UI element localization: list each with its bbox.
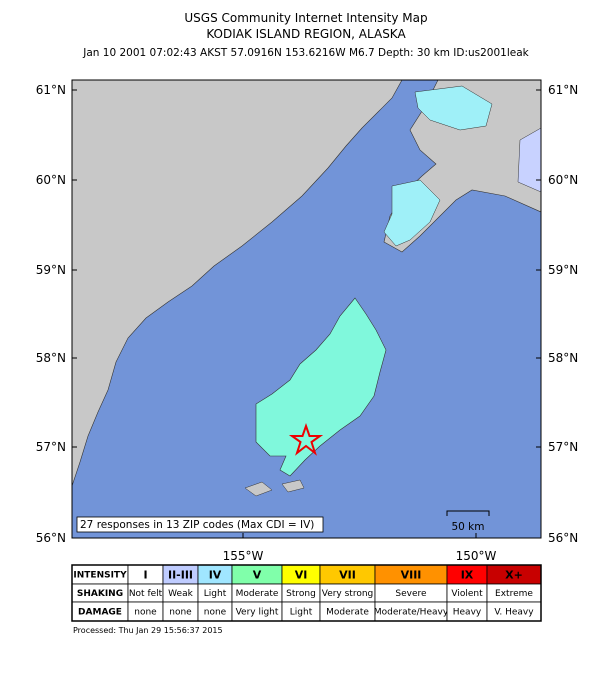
- mainland: [72, 80, 403, 487]
- lat-label: 58°N: [548, 351, 578, 365]
- lat-label: 61°N: [548, 83, 578, 97]
- note-box: [76, 516, 324, 533]
- islands: [244, 479, 305, 497]
- intensity-label: X+: [505, 569, 523, 582]
- legend-text: V. Heavy: [494, 608, 534, 618]
- lon-label: 150°W: [456, 549, 497, 563]
- intensity-label: I: [143, 569, 147, 582]
- legend-text: none: [204, 608, 227, 618]
- intensity-label: V: [253, 569, 262, 582]
- region: KODIAK ISLAND REGION, ALASKA: [206, 27, 406, 41]
- lat-label: 59°N: [36, 263, 66, 277]
- scale-label: 50 km: [451, 521, 484, 533]
- legend-row-label: DAMAGE: [78, 608, 122, 618]
- map-frame: [71, 79, 542, 539]
- lat-label: 59°N: [548, 263, 578, 277]
- legend-row-label: SHAKING: [77, 589, 123, 599]
- legend-text: Weak: [168, 589, 193, 599]
- intensity-label: II-III: [168, 569, 193, 582]
- lat-label: 56°N: [36, 531, 66, 545]
- intensity-label: VI: [295, 569, 308, 582]
- legend-text: Not felt: [129, 589, 163, 599]
- legend-text: Very strong: [322, 589, 374, 599]
- kodiak-island: [255, 297, 387, 477]
- legend-text: Very light: [236, 608, 279, 618]
- legend-text: Strong: [286, 589, 316, 599]
- epicenter: [288, 422, 324, 456]
- legend-text: Severe: [395, 589, 427, 599]
- lat-label: 61°N: [36, 83, 66, 97]
- lat-label: 60°N: [548, 173, 578, 187]
- lat-label: 57°N: [36, 440, 66, 454]
- legend-row-label: INTENSITY: [73, 571, 127, 581]
- lon-label: 155°W: [223, 549, 264, 563]
- legend-frame: [71, 564, 542, 622]
- legend-text: Moderate: [326, 608, 369, 618]
- responses-note: 27 responses in 13 ZIP codes (Max CDI = …: [80, 519, 314, 531]
- legend-text: Moderate/Heavy: [374, 608, 449, 618]
- cdi-area: [414, 85, 493, 131]
- legend-text: none: [134, 608, 157, 618]
- legend-text: Moderate: [236, 589, 279, 599]
- legend-text: none: [169, 608, 192, 618]
- lat-label: 60°N: [36, 173, 66, 187]
- lat-label: 58°N: [36, 351, 66, 365]
- details: Jan 10 2001 07:02:43 AKST 57.0916N 153.6…: [82, 47, 529, 59]
- cdi-area: [383, 179, 441, 247]
- intensity-label: IX: [461, 569, 474, 582]
- legend-text: Violent: [451, 589, 483, 599]
- legend-text: Extreme: [495, 589, 533, 599]
- intensity-label: VII: [339, 569, 356, 582]
- legend-text: Light: [290, 608, 313, 618]
- map: 27 responses in 13 ZIP codes (Max CDI = …: [72, 80, 541, 538]
- title: USGS Community Internet Intensity Map: [184, 11, 427, 25]
- footer: Processed: Thu Jan 29 15:56:37 2015: [73, 626, 223, 635]
- legend-text: Heavy: [453, 608, 482, 618]
- intensity-label: VIII: [401, 569, 422, 582]
- lat-label: 56°N: [548, 531, 578, 545]
- legend-text: Light: [204, 589, 227, 599]
- scale-bar: [446, 510, 490, 516]
- intensity-label: IV: [209, 569, 222, 582]
- cdi-area: [517, 127, 541, 193]
- lat-label: 57°N: [548, 440, 578, 454]
